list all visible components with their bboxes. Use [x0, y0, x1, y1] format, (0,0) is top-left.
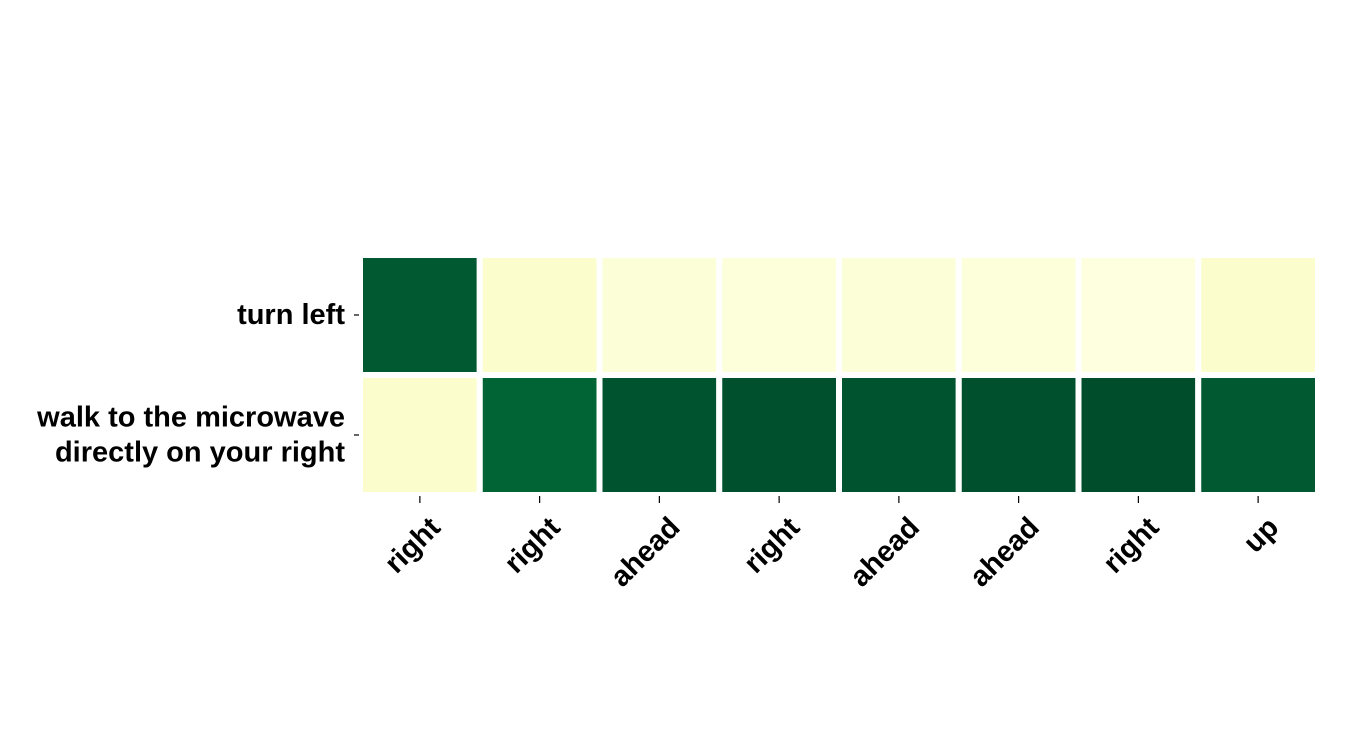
heatmap-cell-r0-c5: [955, 252, 1082, 378]
heatmap-cell-r1-c4: [836, 372, 962, 498]
x-tick-label: ahead: [605, 511, 687, 593]
y-tick-label-line: turn left: [237, 299, 345, 331]
heatmap-cell-r0-c7: [1195, 252, 1321, 378]
heatmap-cell-r1-c3: [716, 372, 842, 498]
x-tick-label: right: [379, 511, 447, 579]
y-tick-label: walk to the microwave directly on your ri…: [36, 402, 345, 469]
x-tick-label: up: [1238, 511, 1286, 559]
x-tick-label: right: [738, 511, 806, 579]
heatmap-cell-r1-c2: [596, 372, 723, 498]
heatmap-cell-r1-c0: [357, 372, 483, 498]
heatmap-cell-r0-c4: [836, 252, 962, 378]
y-tick-label-line: walk to the microwave: [36, 402, 345, 434]
x-axis: right right ahead right ahead ahead right up: [379, 496, 1285, 593]
heatmap-cell-r0-c2: [596, 252, 723, 378]
x-tick-label: ahead: [844, 511, 926, 593]
heatmap-cell-r0-c6: [1075, 252, 1202, 378]
y-tick-label: turn left: [237, 299, 345, 331]
x-tick-label: right: [499, 511, 567, 579]
heatmap-cells: [357, 252, 1321, 498]
heatmap-cell-r1-c7: [1195, 372, 1321, 498]
heatmap-cell-r0-c1: [476, 252, 603, 378]
heatmap-cell-r1-c6: [1075, 372, 1202, 498]
heatmap-cell-r0-c3: [716, 252, 842, 378]
heatmap-cell-r1-c1: [476, 372, 603, 498]
y-axis: turn left walk to the microwave directly o…: [36, 299, 359, 469]
heatmap-cell-r1-c5: [955, 372, 1082, 498]
x-tick-label: right: [1097, 511, 1165, 579]
x-tick-label: ahead: [964, 511, 1046, 593]
heatmap-cell-r0-c0: [357, 252, 483, 378]
y-tick-label-line: directly on your right: [55, 437, 345, 469]
